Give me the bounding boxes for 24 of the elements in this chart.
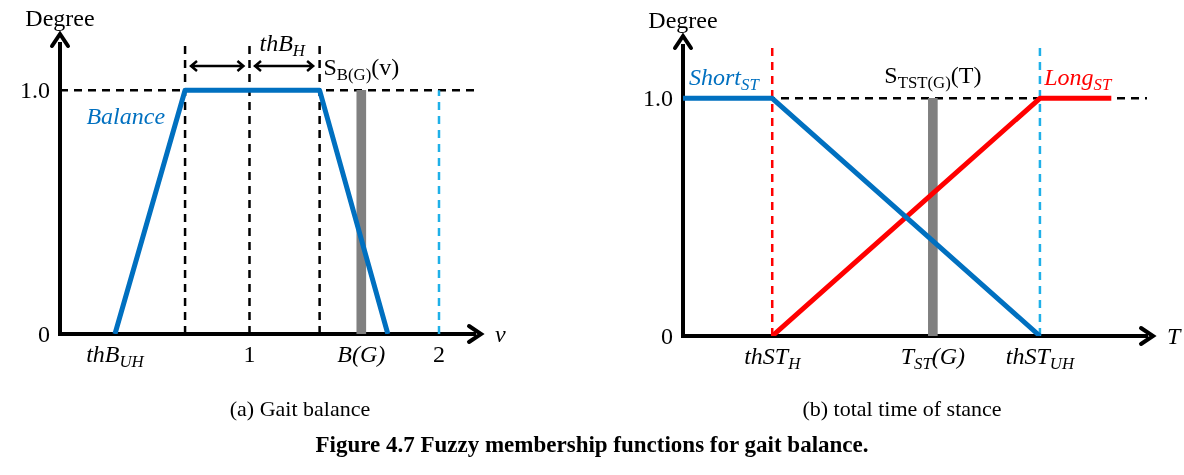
- y-tick-label: 0: [38, 321, 50, 347]
- x-axis-title: v: [495, 321, 506, 347]
- series-label: Short$_{ST}$: [689, 64, 759, 95]
- x-tick-label: 2: [432, 341, 445, 367]
- caption: Figure 4.7 Fuzzy membership functions for gait balance.: [314, 432, 870, 458]
- x-axis-title: T: [1167, 323, 1181, 349]
- series-label: Balance: [86, 103, 166, 130]
- ref-line-label: thB$_{H}$: [259, 30, 305, 61]
- x-tick-label: thB$_{UH}$: [86, 341, 144, 372]
- y-tick-label: 0: [661, 323, 673, 349]
- x-tick-label: B(G): [337, 341, 386, 367]
- x-tick-label: 1: [243, 341, 256, 367]
- x-tick-label: T$_{ST}$(G): [900, 343, 966, 374]
- x-tick-label: thST$_{UH}$: [1005, 343, 1075, 374]
- annotation: S$_{B(G)}$(v): [323, 54, 400, 85]
- x-tick-label: thST$_{H}$: [744, 343, 801, 374]
- text: (b) total time of stance: [802, 396, 1002, 421]
- y-axis-title: Degree: [25, 5, 95, 31]
- y-axis-title: Degree: [648, 7, 718, 33]
- series-label: Long$_{ST}$: [1044, 64, 1112, 95]
- y-tick-label: 1.0: [20, 77, 50, 104]
- text: (a) Gait balance: [229, 396, 371, 421]
- annotation: S$_{TST(G)}$(T): [884, 62, 982, 93]
- y-tick-label: 1.0: [643, 85, 673, 112]
